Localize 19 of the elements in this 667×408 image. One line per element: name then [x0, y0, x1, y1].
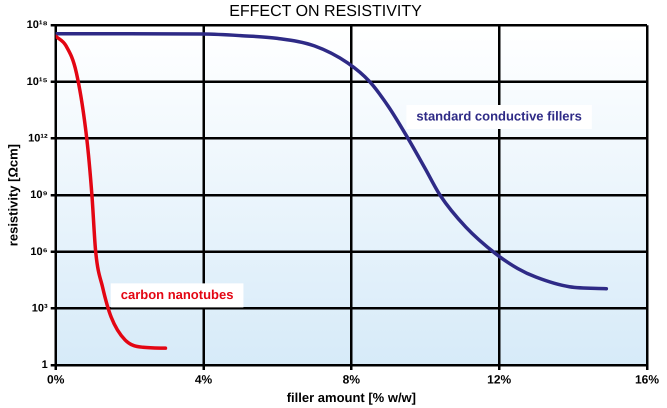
- y-tick-label: 10³: [32, 302, 48, 314]
- x-tick-label: 12%: [487, 372, 512, 387]
- series-label: standard conductive fillers: [416, 108, 582, 124]
- line-series: [56, 32, 608, 290]
- x-tick-label: 4%: [194, 372, 213, 387]
- x-tick-label: 8%: [342, 372, 360, 387]
- y-tick-label: 10⁶: [30, 246, 48, 258]
- line-series: [56, 34, 168, 350]
- y-tick-label: 10¹⁸: [26, 19, 48, 32]
- series-label: carbon nanotubes: [120, 286, 234, 302]
- y-tick-label: 10¹²: [28, 132, 48, 144]
- y-tick-label: 10¹⁵: [26, 76, 48, 88]
- x-tick-label: 16%: [634, 372, 660, 387]
- x-tick-label: 0%: [47, 372, 65, 387]
- y-tick-label: 1: [42, 359, 48, 372]
- x-axis-title: filler amount [% w/w]: [286, 390, 416, 405]
- y-tick-label: 10⁹: [30, 189, 48, 202]
- y-axis-title: resistivity [Ωcm]: [5, 144, 20, 246]
- chart-title: EFFECT ON RESISTIVITY: [229, 3, 422, 20]
